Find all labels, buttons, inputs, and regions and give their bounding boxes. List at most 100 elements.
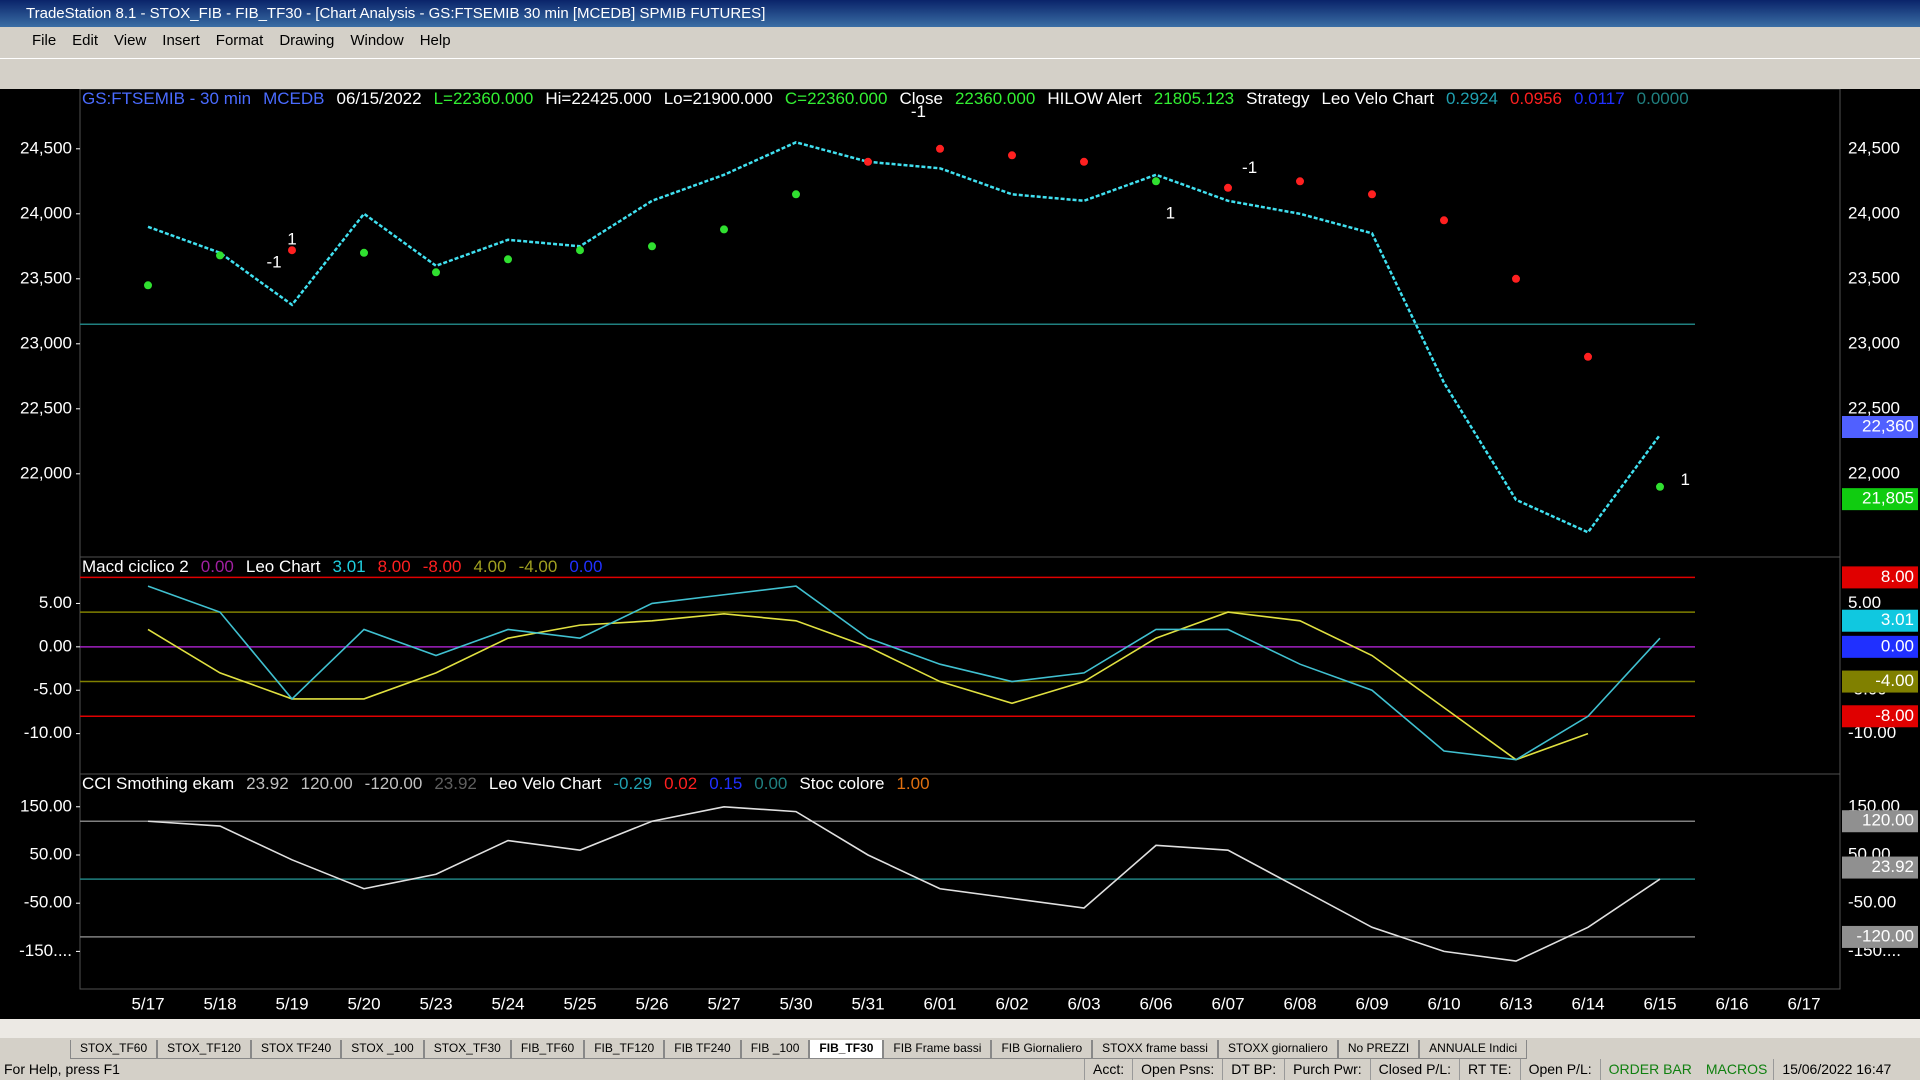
signal-label: 1 xyxy=(287,229,296,248)
strategy-dot xyxy=(720,225,728,234)
header-item: 4.00 xyxy=(473,557,506,576)
order-bar[interactable]: ORDER BAR xyxy=(1599,1059,1700,1080)
x-tick-label: 5/23 xyxy=(419,994,452,1013)
status-field: Acct: xyxy=(1084,1059,1132,1080)
price-marker-label: 22,360 xyxy=(1862,416,1914,435)
header-item: Macd ciclico 2 xyxy=(82,557,189,576)
menu-item[interactable]: Drawing xyxy=(279,32,335,49)
price-marker-label: 8.00 xyxy=(1881,567,1914,586)
tab[interactable]: STOX_TF120 xyxy=(157,1040,251,1059)
tab[interactable]: FIB_TF30 xyxy=(809,1040,884,1059)
series-line xyxy=(147,611,1589,761)
header-item: 06/15/2022 xyxy=(337,89,422,108)
status-field: RT TE: xyxy=(1459,1059,1520,1080)
macros[interactable]: MACROS xyxy=(1705,1061,1768,1077)
y-tick-label-right: 22,000 xyxy=(1848,463,1900,482)
x-tick-label: 6/17 xyxy=(1787,994,1820,1013)
header-item: HILOW Alert xyxy=(1047,89,1142,108)
header-item: 0.15 xyxy=(709,774,742,793)
series-line xyxy=(147,140,1662,534)
header-item: -4.00 xyxy=(519,557,558,576)
menu-item[interactable]: Help xyxy=(419,32,451,49)
tab[interactable]: FIB _100 xyxy=(740,1040,810,1059)
header-item: CCI Smothing ekam xyxy=(82,774,234,793)
panel-frame xyxy=(79,773,1841,990)
menu-item[interactable]: Edit xyxy=(72,32,99,49)
y-tick-label: -150.... xyxy=(19,941,72,960)
scrollbar[interactable] xyxy=(0,1019,1920,1038)
menu-item[interactable]: Insert xyxy=(162,32,200,49)
price-marker xyxy=(1842,566,1918,589)
y-tick-label-right: 24,000 xyxy=(1848,203,1900,222)
price-marker-label: 120.00 xyxy=(1862,811,1914,830)
tab[interactable]: FIB TF240 xyxy=(664,1040,741,1059)
tab[interactable]: STOXX frame bassi xyxy=(1092,1040,1218,1059)
tab[interactable]: STOX _100 xyxy=(341,1040,424,1059)
strategy-dot xyxy=(360,248,368,257)
header-item: 23.92 xyxy=(434,774,477,793)
tab[interactable]: STOX_TF30 xyxy=(423,1040,511,1059)
price-marker xyxy=(1842,416,1918,438)
strategy-dot xyxy=(648,242,656,251)
header-item: 21805.123 xyxy=(1154,89,1234,108)
x-tick-label: 5/25 xyxy=(563,994,596,1013)
tab[interactable]: FIB Giornaliero xyxy=(991,1040,1093,1059)
menu-item[interactable]: Format xyxy=(215,32,264,49)
price-marker-label: 3.01 xyxy=(1881,610,1914,629)
header-item: 0.2924 xyxy=(1446,89,1498,108)
x-tick-label: 5/18 xyxy=(203,994,236,1013)
tab[interactable]: FIB Frame bassi xyxy=(883,1040,992,1059)
x-tick-label: 5/20 xyxy=(347,994,380,1013)
y-tick-label: -5.00 xyxy=(33,680,72,699)
x-tick-label: 5/17 xyxy=(131,994,164,1013)
y-tick-label: -10.00 xyxy=(24,723,72,742)
header-item: 0.0117 xyxy=(1574,89,1625,108)
price-marker xyxy=(1842,925,1918,948)
tab[interactable]: FIB_TF60 xyxy=(510,1040,585,1059)
signal-label: -1 xyxy=(266,253,281,272)
price-marker xyxy=(1842,670,1918,693)
x-tick-label: 6/08 xyxy=(1283,994,1316,1013)
series-line xyxy=(147,585,1661,761)
price-marker xyxy=(1842,856,1918,879)
price-marker-label: 0.00 xyxy=(1881,636,1914,655)
strategy-dot xyxy=(504,255,512,264)
strategy-dot xyxy=(1512,274,1520,283)
y-tick-label: 23,000 xyxy=(20,333,72,352)
x-tick-label: 6/09 xyxy=(1355,994,1388,1013)
x-tick-label: 6/01 xyxy=(923,994,956,1013)
strategy-dot xyxy=(792,190,800,199)
header-item: 0.00 xyxy=(754,774,787,793)
price-marker-label: 23.92 xyxy=(1871,857,1914,876)
tab[interactable]: STOXX giornaliero xyxy=(1217,1040,1338,1059)
y-tick-label: 22,000 xyxy=(20,463,72,482)
y-tick-label: 5.00 xyxy=(39,593,72,612)
header-item: -0.29 xyxy=(613,774,652,793)
menu-item[interactable]: File xyxy=(32,32,57,49)
tab[interactable]: FIB_TF120 xyxy=(584,1040,665,1059)
x-tick-label: 6/07 xyxy=(1211,994,1244,1013)
y-tick-label-right: 22,500 xyxy=(1848,398,1900,417)
y-tick-label: 23,500 xyxy=(20,268,72,287)
tab[interactable]: ANNUALE Indici xyxy=(1419,1040,1528,1059)
tab[interactable]: No PREZZI xyxy=(1337,1040,1420,1059)
header-item: -120.00 xyxy=(365,774,423,793)
header-item: Close xyxy=(899,89,942,108)
panel-header: GS:FTSEMIB - 30 min MCEDB 06/15/2022 L=2236… xyxy=(82,89,1689,108)
strategy-dot xyxy=(1080,157,1088,166)
tab[interactable]: STOX TF240 xyxy=(250,1040,342,1059)
y-tick-label: -50.00 xyxy=(24,893,72,912)
header-item: Hi=22425.000 xyxy=(545,89,651,108)
price-marker-label: -4.00 xyxy=(1875,671,1914,690)
x-tick-label: 5/30 xyxy=(779,994,812,1013)
header-item: C=22360.000 xyxy=(785,89,888,108)
x-tick-label: 6/02 xyxy=(995,994,1028,1013)
y-tick-label-right: 5.00 xyxy=(1848,593,1881,612)
header-item: Leo Velo Chart xyxy=(1321,89,1434,108)
status-bar: For Help, press F1 Acct: Open Psns: DT BP: P… xyxy=(0,1059,1920,1080)
header-item: 3.01 xyxy=(333,557,366,576)
menu-item[interactable]: View xyxy=(114,32,147,49)
status-field: Open Psns: xyxy=(1132,1059,1222,1080)
tab[interactable]: STOX_TF60 xyxy=(70,1040,158,1059)
menu-item[interactable]: Window xyxy=(350,32,404,49)
